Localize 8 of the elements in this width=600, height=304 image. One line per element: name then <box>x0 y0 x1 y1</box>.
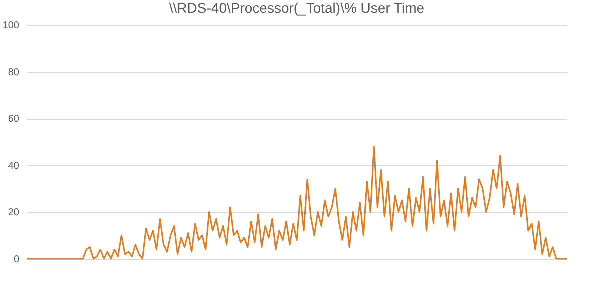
y-tick-label: 100 <box>2 20 20 32</box>
y-tick-label: 60 <box>8 114 20 126</box>
y-tick-label: 0 <box>14 254 20 266</box>
y-tick-label: 20 <box>8 208 20 219</box>
y-tick-label: 40 <box>8 160 20 172</box>
line-series <box>26 146 568 260</box>
chart-title: \\RDS-40\Processor(_Total)\% User Time <box>169 0 425 16</box>
y-tick-label: 80 <box>8 67 20 78</box>
